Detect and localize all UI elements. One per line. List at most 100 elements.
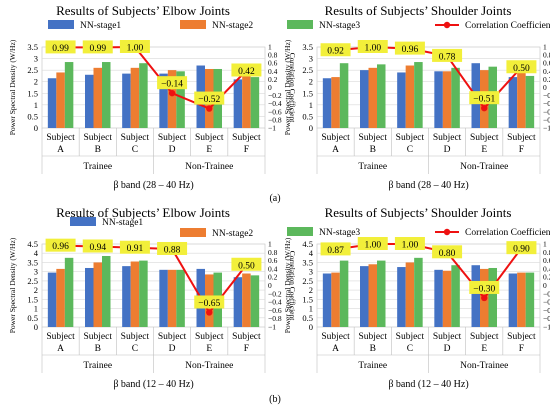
correlation-point xyxy=(206,105,213,112)
x-tick-label: C xyxy=(407,145,413,155)
x-tick-label: Subject xyxy=(470,133,499,143)
y2-tick-label: 0.2 xyxy=(268,75,278,84)
y-tick-label: 1 xyxy=(34,100,38,110)
data-label: 1.00 xyxy=(119,40,150,54)
bar-1 xyxy=(322,78,332,128)
y2-tick-label: −0.4 xyxy=(268,99,282,108)
x-tick-label: Subject xyxy=(470,332,499,342)
data-label-text: 0.94 xyxy=(89,243,106,253)
correlation-point xyxy=(481,294,488,302)
y2-tick-label: −0.8 xyxy=(268,115,282,124)
x-tick-label: Subject xyxy=(84,133,113,143)
data-label: −0.65 xyxy=(194,295,225,309)
x-tick-label: Subject xyxy=(396,332,425,342)
data-label-box xyxy=(432,48,463,62)
data-label-text: 0.91 xyxy=(127,244,144,254)
group-label: Non-Trainee xyxy=(185,162,233,172)
y-tick-label: 0 xyxy=(34,322,38,332)
data-label-box xyxy=(45,238,76,252)
x-tick-label: C xyxy=(132,145,138,155)
bar-2 xyxy=(242,72,251,128)
bar-2 xyxy=(405,65,415,128)
x-tick-label: A xyxy=(332,344,339,354)
data-label: 1.00 xyxy=(394,237,425,251)
bar-1 xyxy=(508,77,518,128)
plot-frame xyxy=(316,243,541,328)
legend-label: NN-stage2 xyxy=(212,21,253,31)
data-label-box xyxy=(357,237,388,250)
y-tick-label: 0.5 xyxy=(302,111,313,121)
y-tick-label: 2 xyxy=(309,77,313,87)
x-tick-label: E xyxy=(206,344,212,354)
legend-swatch-1 xyxy=(48,20,74,29)
data-label-text: 0.42 xyxy=(238,67,255,77)
plot-frame xyxy=(41,46,266,129)
x-axis-title: β band (28 – 40 Hz) xyxy=(388,180,468,191)
x-tick-label: B xyxy=(95,344,101,354)
x-tick-label: Subject xyxy=(195,133,224,143)
data-label-box xyxy=(157,241,188,255)
data-label-text: 0.90 xyxy=(513,245,530,255)
bar-1 xyxy=(85,74,94,128)
bar-2 xyxy=(242,273,251,327)
x-tick-label: A xyxy=(57,145,64,155)
y2-tick-label: −1 xyxy=(268,323,276,332)
x-tick-label: Subject xyxy=(46,332,75,342)
x-tick-label: F xyxy=(519,344,524,354)
bar-1 xyxy=(85,267,94,327)
x-tick-label: A xyxy=(57,344,64,354)
bar-2 xyxy=(93,262,102,327)
y2-axis-title: Correlation Coefficient xyxy=(288,251,297,322)
x-tick-label: E xyxy=(481,145,487,155)
data-label-box xyxy=(194,295,225,309)
group-label: Non-Trainee xyxy=(460,361,508,371)
y-tick-label: 0 xyxy=(309,123,313,133)
bar-3 xyxy=(64,62,74,128)
correlation-point xyxy=(481,104,488,112)
legend-label: Correlation Coefficient xyxy=(465,227,550,238)
data-label-text: 0.80 xyxy=(439,249,456,259)
bar-2 xyxy=(331,77,340,128)
data-label-box xyxy=(231,257,262,271)
y2-tick-label: −0.8 xyxy=(543,115,550,124)
chart-panel-4: Results of Subjects’ Shoulder Joints NN-s… xyxy=(283,205,550,390)
y-tick-label: 2.5 xyxy=(27,65,38,75)
y2-tick-label: 1 xyxy=(268,240,272,249)
data-label-text: 0.87 xyxy=(327,246,344,256)
y-tick-label: 4 xyxy=(309,248,314,258)
y2-tick-label: 0 xyxy=(543,281,547,290)
y2-tick-label: 0 xyxy=(268,281,272,290)
bar-3 xyxy=(451,67,460,128)
y2-tick-label: −0.2 xyxy=(268,289,282,298)
data-label: 0.80 xyxy=(432,245,463,259)
bar-2 xyxy=(442,71,452,128)
y2-tick-label: 0 xyxy=(543,83,547,92)
x-axis-title: β band (28 – 40 Hz) xyxy=(113,180,193,191)
y2-axis-title: Correlation Coefficient xyxy=(288,53,297,124)
x-tick-label: Subject xyxy=(84,332,113,342)
chart-title: Results of Subjects’ Shoulder Joints xyxy=(325,3,512,18)
bar-3 xyxy=(377,64,386,128)
bar-3 xyxy=(139,260,148,327)
y2-tick-label: 0.2 xyxy=(543,75,550,84)
data-label-text: −0.51 xyxy=(473,95,495,105)
x-axis-title: β band (12 – 40 Hz) xyxy=(388,379,468,390)
bar-3 xyxy=(176,269,185,327)
bar-2 xyxy=(56,72,65,128)
x-tick-label: Subject xyxy=(158,332,187,342)
y-tick-label: 4.5 xyxy=(302,239,313,249)
x-tick-label: F xyxy=(244,344,249,354)
y-tick-label: 0.5 xyxy=(27,111,38,121)
bar-3 xyxy=(102,62,111,128)
data-label-box xyxy=(119,40,150,53)
chart-panel-3: Results of Subjects’ Elbow JointsNN-stag… xyxy=(8,205,297,390)
x-tick-label: D xyxy=(169,344,176,354)
data-label-box xyxy=(469,280,500,294)
bar-3 xyxy=(250,77,260,128)
data-label-box xyxy=(194,91,225,105)
legend-label: NN-stage3 xyxy=(319,228,360,238)
bar-3 xyxy=(525,272,535,327)
data-label-text: 1.00 xyxy=(402,241,419,251)
x-tick-label: B xyxy=(370,145,376,155)
data-label: 0.50 xyxy=(231,257,262,271)
